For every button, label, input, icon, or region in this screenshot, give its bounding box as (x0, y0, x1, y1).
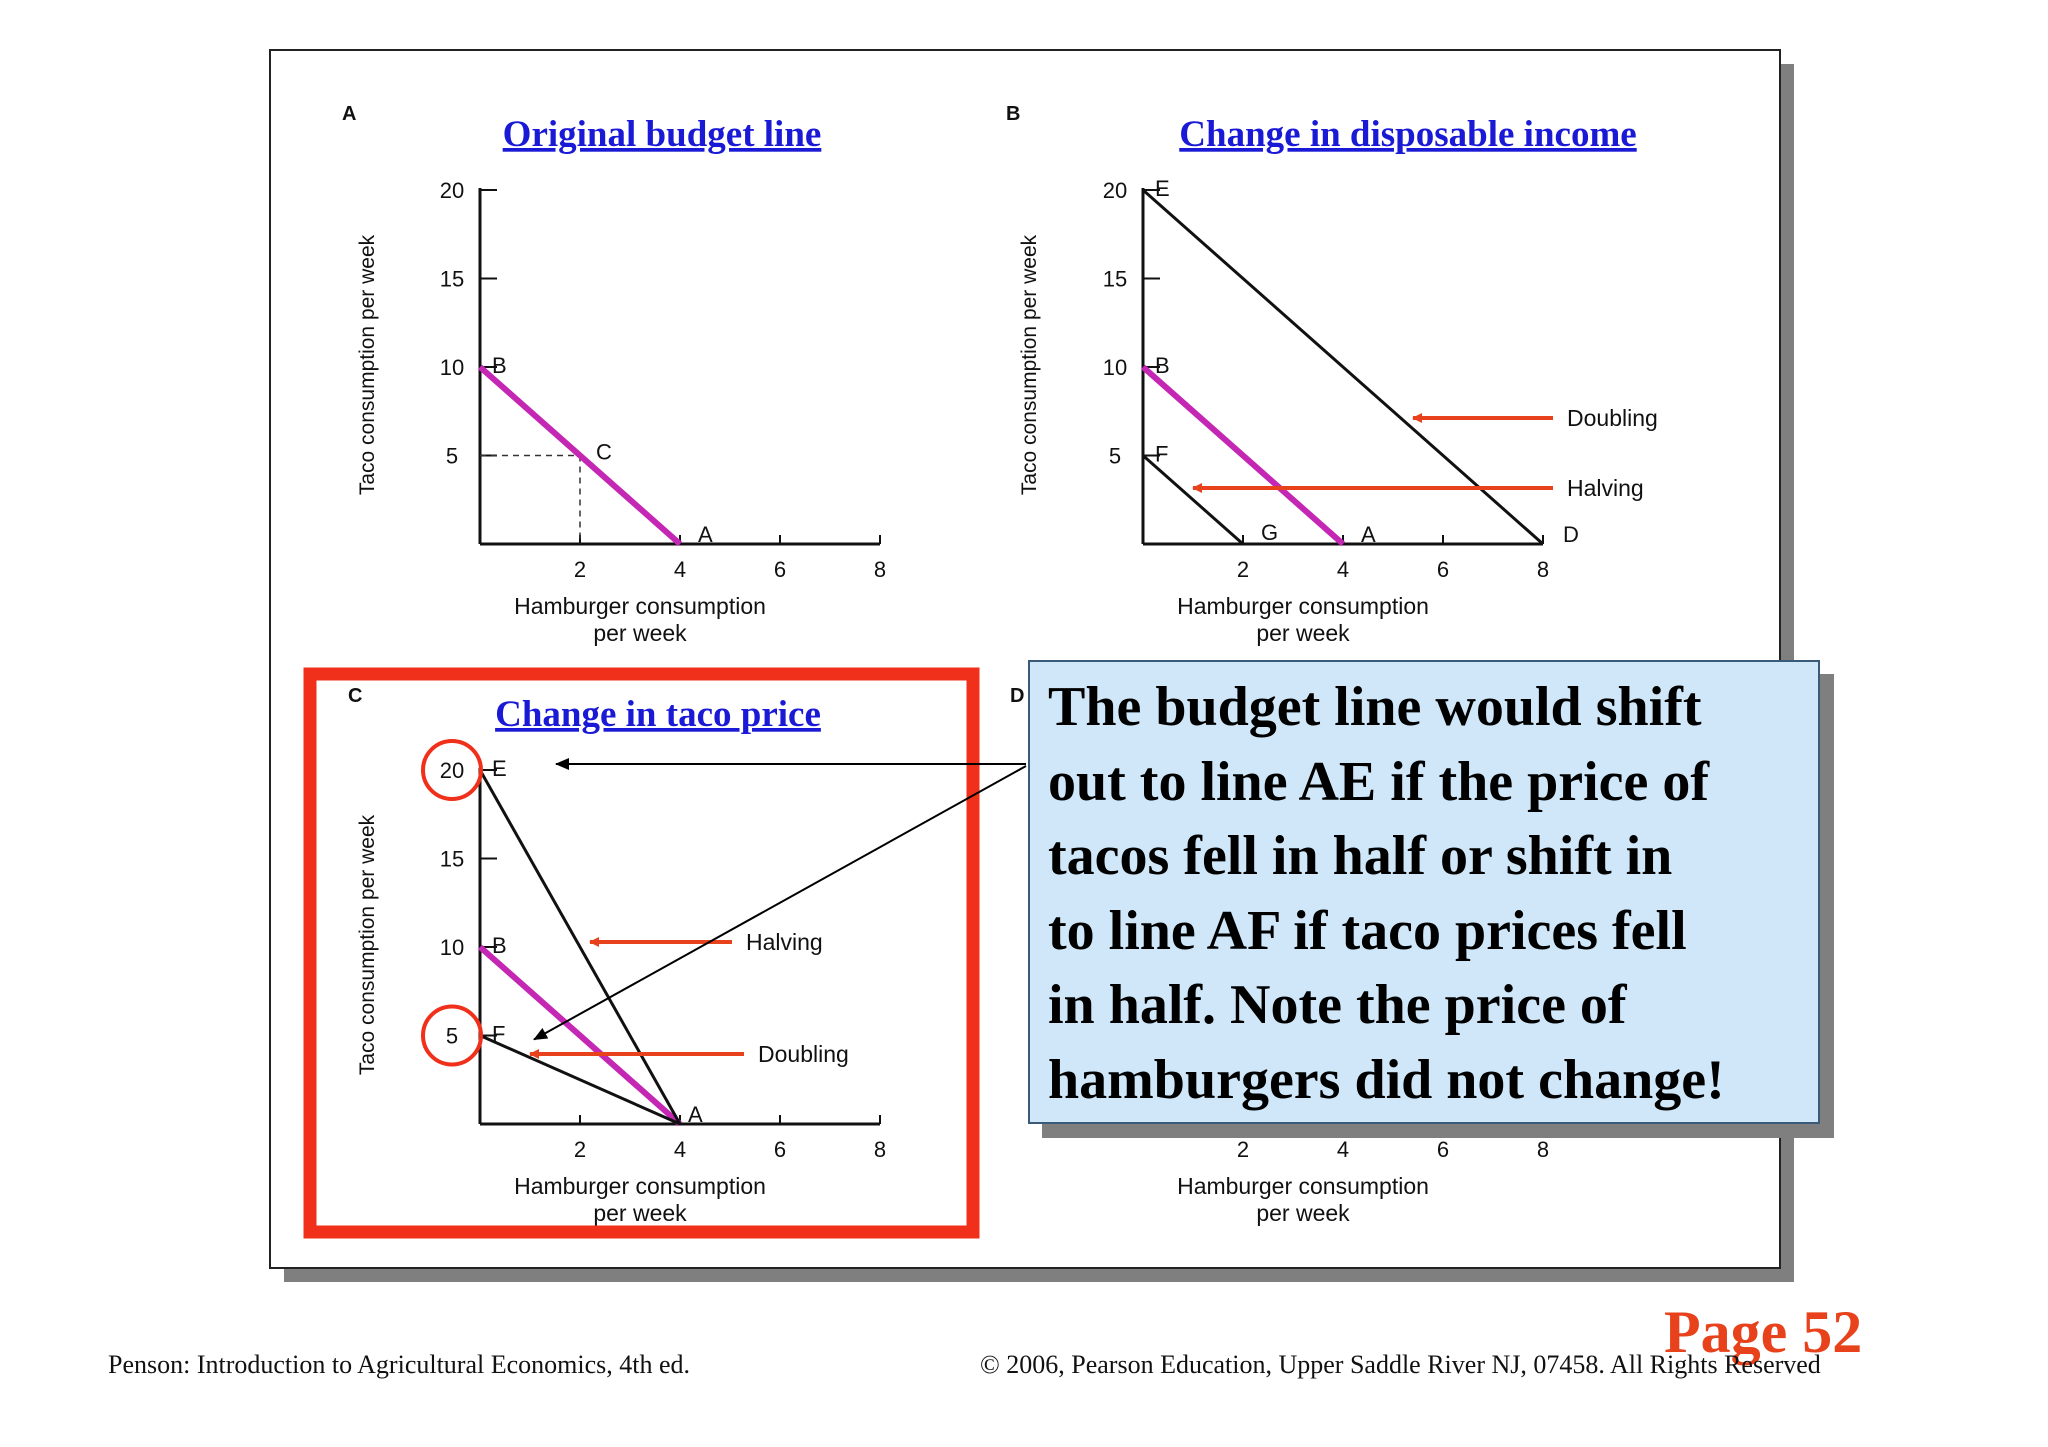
series-line-original (1141, 364, 1345, 547)
point-label: F (492, 1022, 505, 1047)
point-label: A (698, 522, 713, 547)
x-tick-label: 8 (1537, 557, 1549, 582)
y-tick-label: 10 (440, 355, 464, 380)
chart-title: Change in taco price (495, 694, 821, 735)
series-line-doubling (1142, 188, 1544, 546)
series-line-original-budget-line (478, 364, 682, 547)
y-tick-label: 5 (1109, 444, 1121, 469)
y-tick-label: 5 (446, 1024, 458, 1049)
point-label: B (492, 933, 507, 958)
x-axis-label: Hamburger consumption (1177, 1173, 1429, 1199)
x-tick-label: 2 (574, 1137, 586, 1162)
circled-tick-highlight (421, 739, 483, 801)
panel-b: B Change in disposable income 2 4 6 8 5 10 15 20 H… (1006, 103, 1658, 646)
x-tick-label: 6 (774, 1137, 786, 1162)
x-tick-label: 6 (1437, 557, 1449, 582)
x-axis-label: per week (1256, 620, 1350, 646)
x-tick-label: 8 (1537, 1137, 1549, 1162)
x-tick-label: 2 (1237, 557, 1249, 582)
callout-line: The budget line would shift (1048, 676, 1702, 738)
x-axis-label: per week (593, 620, 687, 646)
x-tick-label: 2 (1237, 1137, 1249, 1162)
y-tick-label: 15 (440, 847, 464, 872)
y-tick-label: 20 (440, 758, 464, 783)
annotation-label: Halving (746, 929, 823, 955)
x-tick-label: 2 (574, 557, 586, 582)
callout-line: hamburgers did not change! (1048, 1048, 1725, 1111)
point-label: C (596, 440, 612, 465)
point-label: A (1361, 522, 1376, 547)
panel-c-highlight-box (303, 667, 980, 1239)
x-tick-label: 8 (874, 557, 886, 582)
panel-a: A Original budget line 2 4 6 8 5 10 15 20 Hamburge… (342, 103, 886, 646)
y-tick-label: 5 (446, 444, 458, 469)
callout-line: in half. Note the price of (1048, 974, 1627, 1036)
panel-c: C Change in taco price 2 4 6 8 5 10 15 20 Hamburge… (348, 685, 886, 1226)
chart-title: Original budget line (503, 114, 822, 155)
callout-pointers (533, 758, 1027, 1041)
x-tick-label: 4 (1337, 1137, 1349, 1162)
y-tick-label: 20 (1103, 178, 1127, 203)
y-axis-label: Taco consumption per week (1018, 234, 1041, 495)
circled-tick-highlight (421, 1004, 483, 1067)
point-label: E (492, 756, 507, 781)
point-label: D (1563, 522, 1579, 547)
x-axis-label: per week (593, 1200, 687, 1226)
annotation-label: Doubling (1567, 405, 1658, 431)
x-axis-label: Hamburger consumption (1177, 593, 1429, 619)
y-axis-label: Taco consumption per week (356, 234, 379, 495)
x-tick-label: 4 (1337, 557, 1349, 582)
x-axis-label: Hamburger consumption (514, 1173, 766, 1199)
x-axis-label: Hamburger consumption (514, 593, 766, 619)
panel-letter: B (1006, 103, 1020, 125)
pointer-to-point-f (533, 765, 1027, 1041)
y-tick-label: 15 (1103, 267, 1127, 292)
y-tick-label: 10 (1103, 355, 1127, 380)
callout-line: out to line AE if the price of (1048, 750, 1710, 813)
charts-layer: A Original budget line 2 4 6 8 5 10 15 20 Hamburge… (342, 103, 1658, 1226)
point-label: B (492, 353, 507, 378)
y-tick-label: 10 (440, 935, 464, 960)
point-label: F (1155, 442, 1168, 467)
x-tick-label: 4 (674, 1137, 686, 1162)
annotation-label: Doubling (758, 1041, 849, 1067)
callout-line: tacos fell in half or shift in (1048, 825, 1673, 887)
point-label: E (1155, 176, 1170, 201)
x-axis-label: per week (1256, 1200, 1350, 1226)
x-tick-label: 8 (874, 1137, 886, 1162)
point-label: A (688, 1102, 703, 1127)
series-line-doubling (479, 1034, 681, 1126)
point-label: B (1155, 353, 1170, 378)
series-line-halving (478, 769, 682, 1125)
explanation-callout: The budget line would shift out to line … (1028, 660, 1820, 1124)
footer-copyright: © 2006, Pearson Education, Upper Saddle … (980, 1350, 1821, 1379)
page-number: Page 52 (1664, 1299, 1863, 1365)
panel-letter: C (348, 685, 362, 707)
footer-citation: Penson: Introduction to Agricultural Eco… (108, 1350, 691, 1379)
point-label: G (1261, 520, 1278, 545)
y-tick-label: 15 (440, 267, 464, 292)
annotation-label: Halving (1567, 475, 1644, 501)
series-line-original (478, 944, 682, 1127)
y-tick-label: 20 (440, 178, 464, 203)
x-tick-label: 6 (774, 557, 786, 582)
panel-letter: D (1010, 685, 1024, 707)
x-tick-label: 4 (674, 557, 686, 582)
y-axis-label: Taco consumption per week (356, 814, 379, 1075)
panel-letter: A (342, 103, 356, 125)
series-line-halving (1142, 454, 1244, 546)
callout-line: to line AF if taco prices fell (1048, 899, 1687, 962)
x-tick-label: 6 (1437, 1137, 1449, 1162)
chart-title: Change in disposable income (1179, 114, 1636, 155)
